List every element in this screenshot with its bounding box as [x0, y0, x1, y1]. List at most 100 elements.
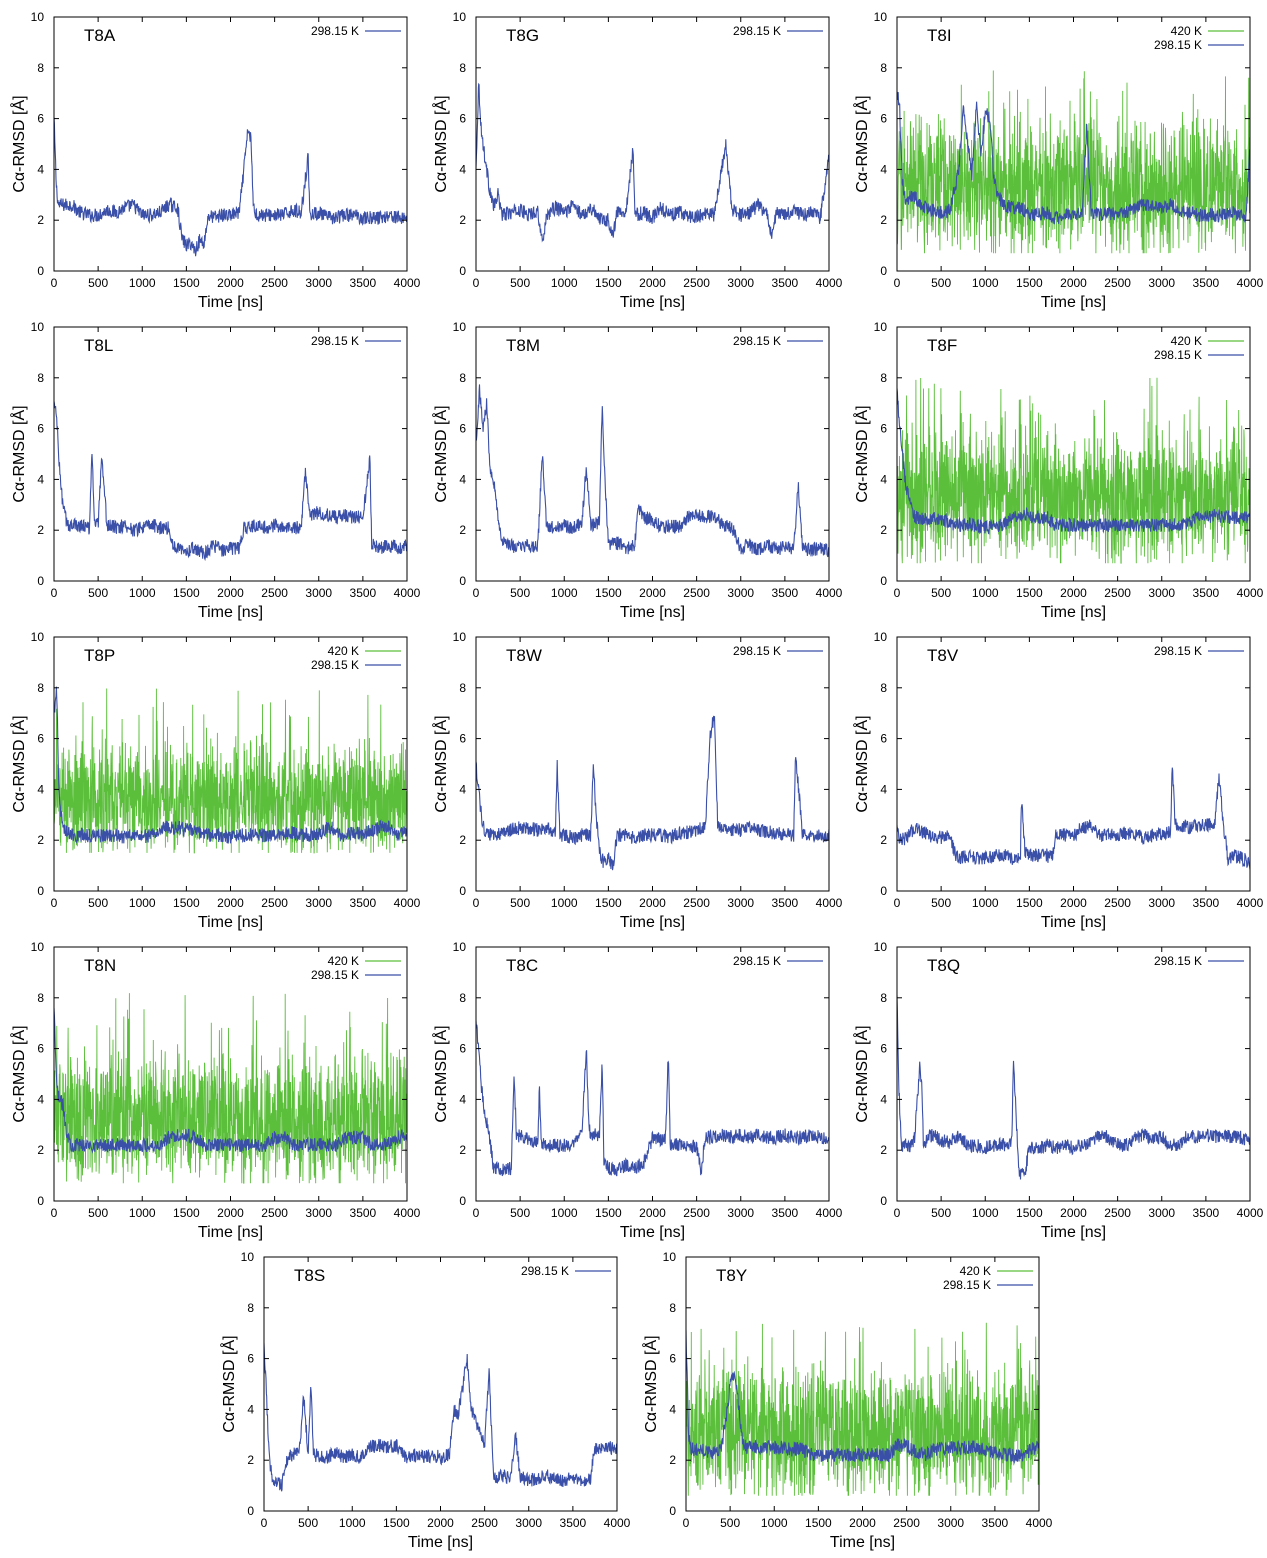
rmsd-panel-t8c: 0 500 1000 1500 2000 2500 3000 3500 4000 0 2 4 6 8 10 T… [431, 940, 843, 1241]
rmsd-panel-t8g: 0 500 1000 1500 2000 2500 3000 3500 4000 0 2 4 6 8 10 T… [431, 10, 843, 311]
x-axis-label: Time [ns] [1041, 294, 1106, 311]
panel-title: T8P [84, 646, 115, 665]
plot-area [54, 993, 407, 1184]
y-tick-label: 2 [880, 1143, 887, 1157]
plot-area [897, 995, 1250, 1180]
rmsd-panel-t8f: 0 500 1000 1500 2000 2500 3000 3500 4000 0 2 4 6 8 10 T… [852, 320, 1264, 621]
x-tick-label: 2000 [639, 276, 666, 290]
x-tick-label: 1500 [1016, 276, 1043, 290]
y-tick-label: 6 [880, 422, 887, 436]
series-line-298k [897, 388, 1250, 535]
x-tick-label: 2500 [683, 276, 710, 290]
y-axis-label: Cα-RMSD [Å] [431, 1025, 450, 1122]
x-tick-label: 500 [510, 1206, 530, 1220]
y-tick-label: 0 [880, 1194, 887, 1208]
x-tick-label: 0 [51, 896, 58, 910]
y-tick-label: 4 [880, 782, 887, 796]
series-line-298k [476, 1020, 829, 1177]
y-tick-label: 6 [459, 1042, 466, 1056]
x-tick-label: 2000 [1060, 586, 1087, 600]
x-tick-label: 2500 [683, 896, 710, 910]
rmsd-panel-t8m: 0 500 1000 1500 2000 2500 3000 3500 4000 0 2 4 6 8 10 T… [431, 320, 843, 621]
x-tick-label: 2000 [1060, 896, 1087, 910]
x-tick-label: 4000 [816, 276, 843, 290]
x-tick-label: 1000 [972, 586, 999, 600]
y-tick-label: 8 [37, 61, 44, 75]
x-axis-label: Time [ns] [198, 604, 263, 621]
legend: 298.15 K [733, 334, 823, 348]
x-tick-label: 500 [931, 896, 951, 910]
plot-frame [475, 16, 830, 272]
legend-label: 298.15 K [1154, 954, 1202, 968]
panel-title: T8Q [927, 956, 960, 975]
plot-area [897, 377, 1250, 564]
series-line-298k [476, 82, 829, 243]
plot-frame [263, 1256, 618, 1512]
plot-area [476, 715, 829, 871]
x-tick-label: 500 [510, 896, 530, 910]
x-tick-label: 500 [88, 896, 108, 910]
x-tick-label: 3000 [1148, 896, 1175, 910]
y-tick-label: 10 [241, 1250, 255, 1264]
x-tick-label: 3000 [515, 1516, 542, 1530]
y-tick-label: 2 [880, 833, 887, 847]
y-tick-label: 2 [37, 1143, 44, 1157]
y-tick-label: 4 [459, 782, 466, 796]
legend-label: 420 K [328, 644, 359, 658]
x-tick-label: 4000 [394, 586, 421, 600]
y-tick-label: 6 [37, 422, 44, 436]
y-axis-label: Cα-RMSD [Å] [852, 715, 871, 812]
y-tick-label: 8 [37, 991, 44, 1005]
plot-area [54, 686, 407, 854]
y-tick-label: 2 [459, 1143, 466, 1157]
x-tick-label: 500 [510, 586, 530, 600]
plot-area [54, 116, 407, 257]
x-tick-label: 3000 [937, 1516, 964, 1530]
y-tick-label: 6 [459, 732, 466, 746]
x-tick-label: 1000 [129, 896, 156, 910]
y-axis-label: Cα-RMSD [Å] [9, 1025, 28, 1122]
y-tick-label: 10 [453, 940, 467, 954]
legend-label: 298.15 K [311, 24, 359, 38]
x-tick-label: 2000 [427, 1516, 454, 1530]
rmsd-panel-t8p: 0 500 1000 1500 2000 2500 3000 3500 4000 0 2 4 6 8 10 T… [9, 630, 421, 931]
y-tick-label: 0 [459, 264, 466, 278]
x-tick-label: 1500 [173, 586, 200, 600]
y-axis-label: Cα-RMSD [Å] [641, 1335, 660, 1432]
x-axis-label: Time [ns] [620, 604, 685, 621]
x-tick-label: 1000 [551, 586, 578, 600]
plot-area [897, 70, 1250, 254]
x-tick-label: 1500 [173, 1206, 200, 1220]
legend-label: 298.15 K [733, 334, 781, 348]
x-tick-label: 3500 [1193, 276, 1220, 290]
series-line-298k [54, 401, 407, 562]
rmsd-panel-t8n: 0 500 1000 1500 2000 2500 3000 3500 4000 0 2 4 6 8 10 T… [9, 940, 421, 1241]
x-tick-label: 2500 [1104, 1206, 1131, 1220]
legend-label: 298.15 K [311, 968, 359, 982]
rmsd-panel-t8l: 0 500 1000 1500 2000 2500 3000 3500 4000 0 2 4 6 8 10 T… [9, 320, 421, 621]
plot-frame [475, 946, 830, 1202]
x-tick-label: 3000 [1148, 586, 1175, 600]
y-tick-label: 0 [669, 1504, 676, 1518]
y-tick-label: 4 [37, 162, 44, 176]
legend: 298.15 K [1154, 954, 1244, 968]
x-tick-label: 2500 [261, 1206, 288, 1220]
x-tick-label: 3000 [305, 276, 332, 290]
y-tick-label: 2 [459, 213, 466, 227]
y-tick-label: 4 [247, 1402, 254, 1416]
series-line-420k [897, 377, 1250, 564]
series-line-298k [54, 1007, 407, 1154]
y-axis-label: Cα-RMSD [Å] [9, 95, 28, 192]
x-tick-label: 500 [720, 1516, 740, 1530]
plot-frame [896, 636, 1251, 892]
x-tick-label: 2000 [217, 1206, 244, 1220]
legend: 298.15 K [311, 334, 401, 348]
x-tick-label: 3000 [305, 1206, 332, 1220]
x-tick-label: 3000 [727, 1206, 754, 1220]
y-tick-label: 0 [37, 574, 44, 588]
y-tick-label: 4 [669, 1402, 676, 1416]
x-axis-label: Time [ns] [1041, 914, 1106, 931]
legend-label: 298.15 K [733, 24, 781, 38]
plot-area [476, 384, 829, 558]
